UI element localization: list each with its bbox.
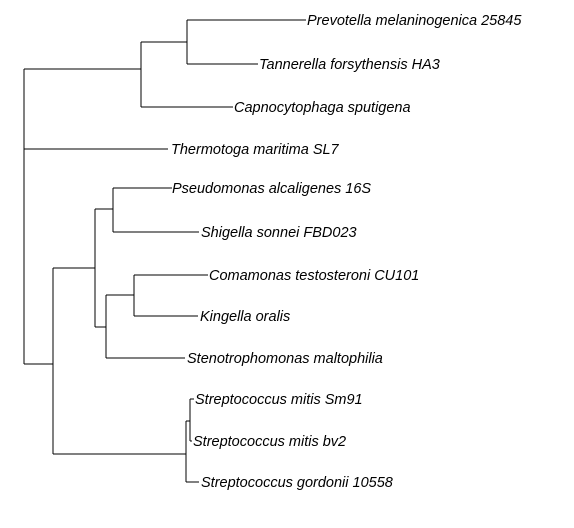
taxon-label-streptococcus-gordonii: Streptococcus gordonii 10558 — [201, 475, 393, 491]
taxon-label-capnocytophaga: Capnocytophaga sputigena — [234, 100, 411, 116]
taxon-label-streptococcus-mitis-bv2: Streptococcus mitis bv2 — [193, 434, 346, 450]
taxon-label-prevotella: Prevotella melaninogenica 25845 — [307, 13, 522, 29]
taxon-label-streptococcus-mitis-sm91: Streptococcus mitis Sm91 — [195, 392, 363, 408]
taxon-labels: Prevotella melaninogenica 25845 Tannerel… — [171, 13, 522, 491]
taxon-label-stenotrophomonas: Stenotrophomonas maltophilia — [187, 351, 383, 367]
taxon-label-kingella: Kingella oralis — [200, 309, 290, 325]
taxon-label-comamonas: Comamonas testosteroni CU101 — [209, 268, 419, 284]
tree-branches — [23, 19, 306, 483]
taxon-label-thermotoga: Thermotoga maritima SL7 — [171, 142, 340, 158]
taxon-label-shigella: Shigella sonnei FBD023 — [201, 225, 357, 241]
taxon-label-pseudomonas: Pseudomonas alcaligenes 16S — [172, 181, 371, 197]
taxon-label-tannerella: Tannerella forsythensis HA3 — [259, 57, 440, 73]
